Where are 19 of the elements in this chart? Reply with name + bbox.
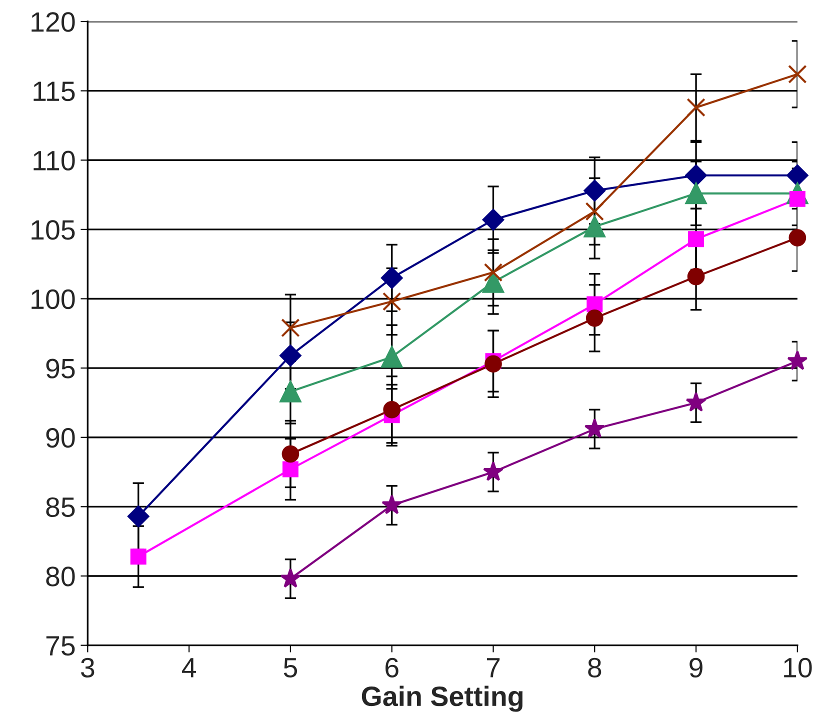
y-tick-label: 115 (34, 82, 75, 102)
y-tick-label: 110 (34, 150, 75, 170)
y-tick-label: 95 (46, 358, 75, 378)
x-tick-label: 5 (284, 658, 298, 678)
x-tick-label: 10 (784, 658, 812, 678)
y-tick-label: 100 (32, 289, 75, 310)
y-tick-label: 105 (32, 220, 75, 240)
y-tick-label: 80 (46, 566, 75, 586)
x-tick-label: 6 (386, 658, 398, 678)
y-tick-label: 75 (46, 636, 75, 656)
x-tick-label: 4 (182, 658, 196, 678)
y-tick-label: 85 (46, 497, 75, 518)
x-tick-label: 7 (486, 658, 500, 678)
y-tick-label: 90 (46, 428, 75, 448)
x-tick-label: 9 (690, 658, 702, 678)
x-tick-label: 8 (588, 658, 602, 678)
x-tick-label: 3 (81, 658, 94, 678)
x-axis-title: Gain Setting (362, 686, 522, 712)
y-tick-label: 120 (32, 12, 75, 32)
